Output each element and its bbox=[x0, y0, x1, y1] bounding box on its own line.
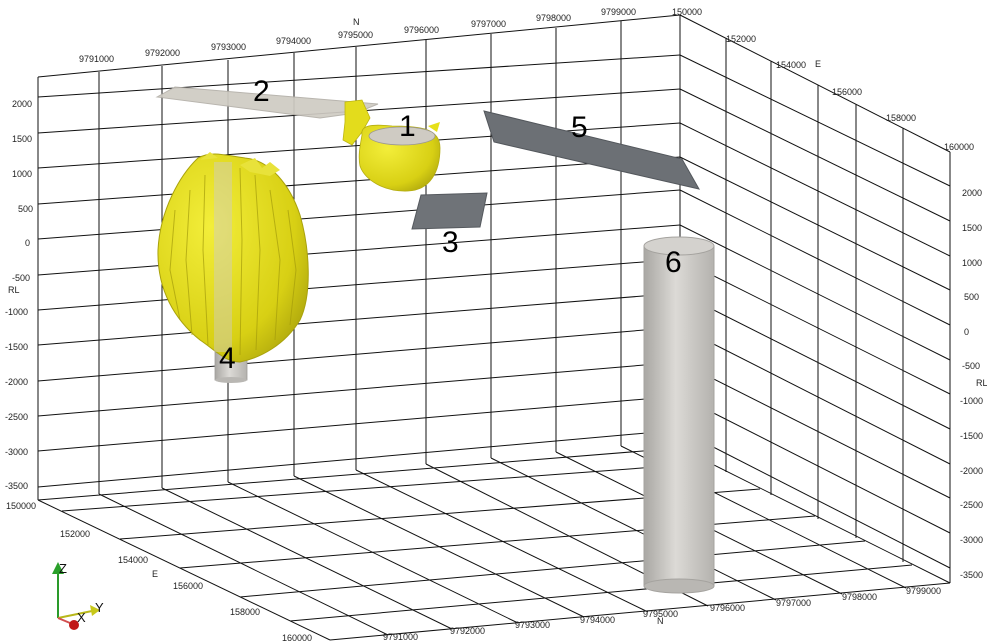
tick-label: 150000 bbox=[672, 7, 702, 17]
tick-label: 156000 bbox=[173, 581, 203, 591]
tick-label: 9793000 bbox=[211, 42, 246, 52]
tick-label: 2000 bbox=[12, 99, 32, 109]
triad-z-label: Z bbox=[59, 561, 67, 576]
tick-label: -2500 bbox=[5, 412, 28, 422]
grid-lines bbox=[37, 14, 951, 641]
tick-label: -500 bbox=[12, 273, 30, 283]
tick-label: -3500 bbox=[5, 481, 28, 491]
object-label-2: 2 bbox=[253, 75, 270, 108]
rl-axis-title-left: RL bbox=[8, 285, 20, 295]
object-label-3: 3 bbox=[442, 226, 459, 259]
tick-label: 9793000 bbox=[515, 620, 550, 630]
n-axis-title-top: N bbox=[353, 17, 360, 27]
orientation-triad[interactable]: Z X Y bbox=[52, 561, 104, 630]
tick-label: 9795000 bbox=[338, 30, 373, 40]
tick-label: -2000 bbox=[5, 377, 28, 387]
back-wall-grid bbox=[37, 14, 681, 500]
tick-label: 9791000 bbox=[383, 632, 418, 642]
y-axis-arrow bbox=[57, 610, 93, 619]
tick-label: -3500 bbox=[960, 570, 983, 580]
tick-label: 150000 bbox=[6, 501, 36, 511]
tick-label: 9796000 bbox=[710, 603, 745, 613]
rl-axis-title-right: RL bbox=[976, 378, 987, 388]
e-axis-title-left: E bbox=[152, 569, 158, 579]
tick-label: 156000 bbox=[832, 87, 862, 97]
tick-label: -1500 bbox=[960, 431, 983, 441]
tick-label: 1500 bbox=[962, 223, 982, 233]
tick-label: 9794000 bbox=[580, 615, 615, 625]
tick-label: -1000 bbox=[960, 396, 983, 406]
tick-label: 9794000 bbox=[276, 36, 311, 46]
tick-label: 9796000 bbox=[404, 25, 439, 35]
triad-y-label: Y bbox=[95, 600, 104, 615]
y-arrow-head-icon bbox=[90, 605, 100, 616]
tick-label: 154000 bbox=[776, 60, 806, 70]
n-axis-title-bottom: N bbox=[657, 616, 664, 626]
tick-label: 0 bbox=[25, 238, 30, 248]
tick-label: 9797000 bbox=[776, 598, 811, 608]
tick-label: 160000 bbox=[282, 633, 312, 643]
n-axis-ticks-top: 9791000 9792000 9793000 9794000 9795000 … bbox=[79, 7, 636, 64]
tick-label: -3000 bbox=[960, 535, 983, 545]
object-label-1: 1 bbox=[399, 110, 416, 143]
orebody-object-1[interactable] bbox=[342, 99, 441, 192]
x-axis-arrow bbox=[57, 617, 71, 624]
tick-label: 1500 bbox=[12, 134, 32, 144]
tick-label: 9797000 bbox=[471, 19, 506, 29]
tick-label: 9792000 bbox=[450, 626, 485, 636]
tick-label: -1000 bbox=[5, 307, 28, 317]
tick-label: 500 bbox=[18, 204, 33, 214]
tick-label: 9798000 bbox=[536, 13, 571, 23]
plane-object-2[interactable] bbox=[155, 86, 379, 119]
tick-label: -2500 bbox=[960, 500, 983, 510]
right-wall-grid bbox=[679, 14, 951, 583]
tick-label: 158000 bbox=[230, 607, 260, 617]
rl-axis-ticks-right: 2000 1500 1000 500 0 -500 -1000 -1500 -2… bbox=[960, 188, 987, 580]
tick-label: 500 bbox=[964, 292, 979, 302]
tick-label: -1500 bbox=[5, 342, 28, 352]
tick-label: 9799000 bbox=[601, 7, 636, 17]
tick-label: 152000 bbox=[60, 529, 90, 539]
plane-object-3[interactable] bbox=[411, 192, 488, 230]
plane-object-5[interactable] bbox=[483, 110, 700, 190]
object-label-6: 6 bbox=[665, 246, 682, 279]
n-axis-ticks-bottom: 9791000 9792000 9793000 9794000 9795000 … bbox=[383, 586, 941, 642]
tick-label: 0 bbox=[964, 327, 969, 337]
e-axis-ticks-right: 150000 152000 154000 156000 158000 16000… bbox=[672, 7, 974, 152]
cylinder-object-6[interactable] bbox=[643, 236, 715, 594]
tick-label: 9798000 bbox=[842, 592, 877, 602]
tick-label: 9791000 bbox=[79, 54, 114, 64]
x-arrow-head-icon bbox=[69, 620, 79, 630]
tick-label: 9799000 bbox=[906, 586, 941, 596]
rl-axis-ticks-left: 2000 1500 1000 500 0 -500 -1000 -1500 -2… bbox=[5, 99, 33, 491]
tick-label: 154000 bbox=[118, 555, 148, 565]
tick-label: 1000 bbox=[12, 169, 32, 179]
triad-x-label: X bbox=[77, 610, 86, 625]
tick-label: 152000 bbox=[726, 34, 756, 44]
z-arrow-head-icon bbox=[52, 562, 64, 574]
orebody-object-4[interactable] bbox=[157, 152, 309, 383]
e-axis-ticks-left: 150000 152000 154000 156000 158000 16000… bbox=[6, 501, 312, 643]
tick-label: 9792000 bbox=[145, 48, 180, 58]
tick-label: -2000 bbox=[960, 466, 983, 476]
tick-label: 9795000 bbox=[643, 609, 678, 619]
tick-label: -500 bbox=[962, 361, 980, 371]
tick-label: 160000 bbox=[944, 142, 974, 152]
tick-label: 2000 bbox=[962, 188, 982, 198]
object-label-4: 4 bbox=[219, 342, 236, 375]
tick-label: 1000 bbox=[962, 258, 982, 268]
e-axis-title-right: E bbox=[815, 59, 821, 69]
object-label-5: 5 bbox=[571, 111, 588, 144]
tick-label: 158000 bbox=[886, 113, 916, 123]
tick-label: -3000 bbox=[5, 447, 28, 457]
